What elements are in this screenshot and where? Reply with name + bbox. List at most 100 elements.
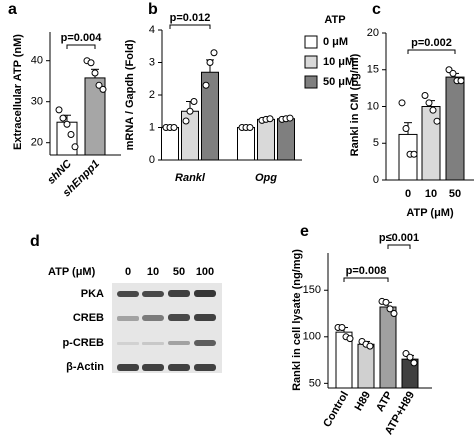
p-value: p=0.004 xyxy=(61,32,103,44)
data-point xyxy=(186,107,194,115)
bar xyxy=(161,127,179,161)
data-point xyxy=(433,117,441,125)
y-tick-label: 5 xyxy=(373,137,379,149)
data-point xyxy=(190,98,198,105)
panel-label: d xyxy=(30,233,40,250)
data-point xyxy=(286,114,294,122)
x-tick-label: H89 xyxy=(353,389,373,412)
y-axis-label: Extracellular ATP (nM) xyxy=(12,34,24,150)
y-tick-label: 15 xyxy=(367,64,379,76)
data-point xyxy=(266,115,274,123)
legend-swatch xyxy=(304,35,318,49)
legend-swatch xyxy=(304,55,318,69)
data-point xyxy=(99,85,107,93)
y-tick-label: 100 xyxy=(303,331,321,343)
bar xyxy=(357,343,375,389)
data-point xyxy=(410,150,418,158)
blot-bands xyxy=(117,290,216,371)
p-value: p=0.012 xyxy=(170,12,211,24)
y-tick-label: 150 xyxy=(303,284,321,296)
bar xyxy=(445,76,465,181)
y-tick-label: 2 xyxy=(149,89,155,101)
data-point xyxy=(406,353,414,361)
y-tick-label: 4 xyxy=(149,24,155,36)
x-axis-label: ATP (μM) xyxy=(406,207,454,219)
row-label: PKA xyxy=(81,288,104,300)
significance-bracket xyxy=(169,24,211,29)
y-tick-label: 30 xyxy=(31,96,43,108)
data-point xyxy=(429,106,437,114)
data-point xyxy=(67,131,75,138)
data-point xyxy=(390,310,398,318)
bar xyxy=(237,127,255,161)
blot: d ATP (μM) xyxy=(30,233,222,373)
bar xyxy=(277,118,295,161)
data-point xyxy=(386,305,394,313)
x-tick-label: ATP xyxy=(374,389,395,413)
significance-bracket xyxy=(407,49,456,54)
panel-label: c xyxy=(372,1,381,18)
x-tick-label: Control xyxy=(321,389,351,429)
legend-swatch xyxy=(304,75,318,89)
x-tick-label: Opg xyxy=(255,172,277,184)
p-value: p≤0.001 xyxy=(379,232,419,244)
x-tick-label: 50 xyxy=(449,188,461,200)
x-tick-label: Rankl xyxy=(175,172,206,184)
data-point xyxy=(170,124,178,131)
y-tick-label: 1 xyxy=(149,121,155,133)
p-value: p=0.008 xyxy=(346,265,387,277)
y-tick-label: 50 xyxy=(309,377,321,389)
legend-title: ATP xyxy=(324,14,345,26)
y-axis-label: mRNA / Gapdh (Fold) xyxy=(124,39,136,150)
bar xyxy=(257,118,275,161)
x-tick-label: 0 xyxy=(405,188,411,200)
significance-bracket xyxy=(387,244,411,249)
y-tick-label: 40 xyxy=(31,55,43,67)
panel-label: a xyxy=(8,1,17,18)
data-point xyxy=(206,59,214,66)
data-point xyxy=(346,335,354,343)
significance-bracket xyxy=(66,44,96,49)
data-point xyxy=(338,323,346,331)
y-axis-label: Rankl in CM (pg/ml) xyxy=(349,53,361,156)
data-point xyxy=(95,81,103,89)
data-point xyxy=(449,69,457,77)
legend-label: 10 μM xyxy=(323,56,354,68)
y-tick-label: 20 xyxy=(31,137,43,149)
data-point xyxy=(410,359,418,367)
legend-label: 0 μM xyxy=(323,36,348,48)
data-point xyxy=(202,81,210,89)
data-point xyxy=(402,125,410,133)
y-tick-label: 0 xyxy=(373,174,379,186)
blot-membrane xyxy=(112,283,222,373)
data-point xyxy=(457,77,465,85)
row-label: β-Actin xyxy=(66,361,104,373)
y-tick-label: 10 xyxy=(367,100,379,112)
lane-label: 10 xyxy=(147,266,159,278)
y-tick-label: 20 xyxy=(367,27,379,39)
panel-label: b xyxy=(148,1,158,18)
panel-label: e xyxy=(300,223,309,240)
x-tick-label: 10 xyxy=(425,188,437,200)
data-point xyxy=(55,106,63,114)
data-point xyxy=(366,342,374,350)
bar xyxy=(379,306,397,389)
data-point xyxy=(382,298,390,306)
row-label: p-CREB xyxy=(62,337,104,349)
data-point xyxy=(246,124,254,131)
data-point xyxy=(91,69,99,77)
data-point xyxy=(210,49,218,57)
data-point xyxy=(59,114,67,122)
data-point xyxy=(421,91,429,99)
y-axis-label: Rankl in cell lysate (ng/mg) xyxy=(291,249,303,391)
y-tick-label: 0 xyxy=(149,154,155,166)
data-point xyxy=(63,120,71,128)
lane-label: 0 xyxy=(125,266,131,278)
row-label: CREB xyxy=(73,312,104,324)
data-point xyxy=(87,59,95,67)
data-point xyxy=(71,143,79,151)
lane-label: 50 xyxy=(173,266,185,278)
data-point xyxy=(182,117,190,125)
legend-label: 50 μM xyxy=(323,76,354,88)
